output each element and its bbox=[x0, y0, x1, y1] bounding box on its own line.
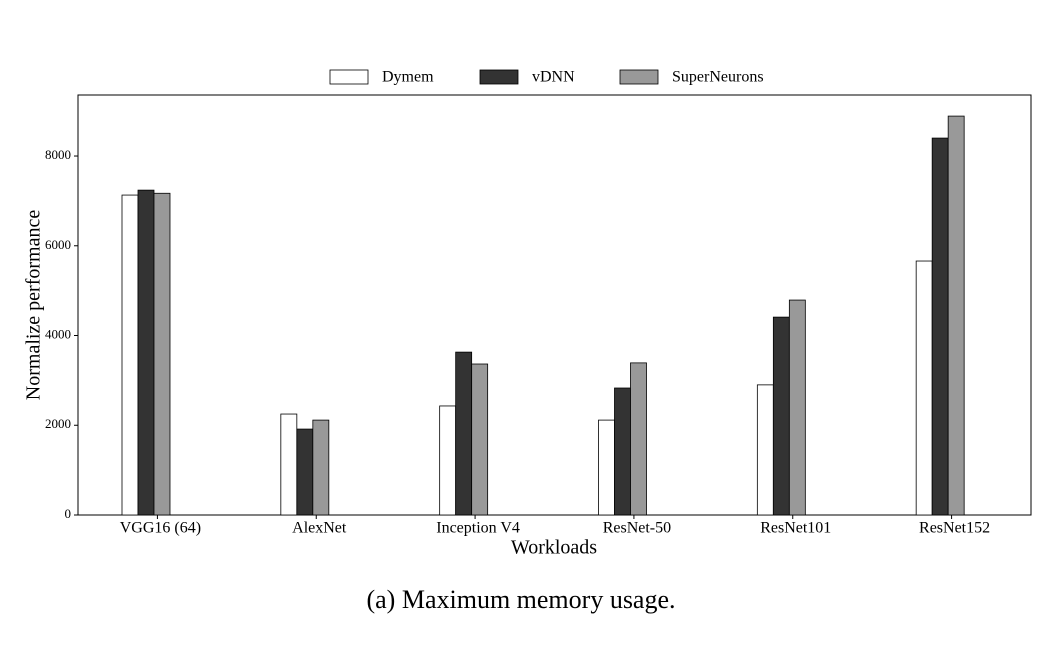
bar bbox=[947, 115, 965, 516]
bar bbox=[121, 194, 139, 516]
legend-swatch bbox=[329, 69, 369, 85]
y-axis-label: Normalize performance bbox=[23, 210, 45, 401]
bar bbox=[598, 419, 615, 516]
legend-swatch bbox=[619, 69, 659, 85]
bar bbox=[471, 363, 489, 516]
x-tick-label: Inception V4 bbox=[436, 520, 520, 537]
x-tick-label: ResNet101 bbox=[760, 520, 831, 537]
bar bbox=[614, 387, 631, 516]
bar bbox=[630, 362, 647, 516]
x-tick-label: AlexNet bbox=[292, 520, 347, 537]
y-tick-label: 8000 bbox=[45, 147, 71, 162]
y-tick-label: 0 bbox=[65, 506, 72, 521]
bar bbox=[439, 405, 457, 516]
bar bbox=[153, 192, 171, 516]
x-tick-label: VGG16 (64) bbox=[120, 520, 201, 537]
y-tick-label: 2000 bbox=[45, 416, 71, 431]
legend-label: vDNN bbox=[532, 69, 575, 86]
caption: (a) Maximum memory usage. bbox=[366, 585, 675, 614]
bar bbox=[312, 419, 330, 516]
legend-label: SuperNeurons bbox=[672, 69, 764, 86]
bar bbox=[756, 384, 774, 516]
bar bbox=[280, 413, 298, 516]
x-tick-label: ResNet-50 bbox=[603, 520, 671, 537]
plot-frame bbox=[77, 94, 1032, 516]
y-tick-label: 4000 bbox=[45, 326, 71, 341]
bar bbox=[915, 260, 933, 516]
bar bbox=[296, 428, 314, 516]
y-tick-label: 6000 bbox=[45, 237, 71, 252]
x-tick-label: ResNet152 bbox=[919, 520, 990, 537]
bar bbox=[931, 137, 949, 516]
bar bbox=[788, 299, 806, 516]
bar bbox=[455, 351, 473, 516]
bar bbox=[137, 189, 155, 516]
legend-label: Dymem bbox=[382, 69, 434, 86]
bar bbox=[772, 316, 790, 516]
legend-swatch bbox=[479, 69, 519, 85]
x-axis-label: Workloads bbox=[511, 537, 597, 559]
